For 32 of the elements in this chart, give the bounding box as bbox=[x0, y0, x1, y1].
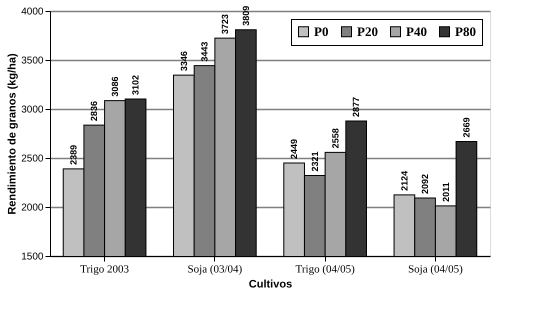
y-tick-label: 2500 bbox=[21, 154, 44, 164]
data-label: 2669 bbox=[461, 117, 472, 138]
data-label: 2011 bbox=[440, 182, 451, 202]
y-tick-label: 1500 bbox=[21, 252, 44, 262]
data-label: 3102 bbox=[130, 74, 141, 96]
y-axis-title: Rendimiento de granos (kg/ha) bbox=[6, 52, 18, 215]
data-label: 2092 bbox=[420, 174, 430, 194]
x-tick-label: Trigo 2003 bbox=[80, 264, 130, 276]
y-tick-label: 2000 bbox=[21, 202, 44, 214]
x-tick-label: Soja (03/04) bbox=[188, 264, 243, 276]
y-tick-label: 4000 bbox=[21, 6, 44, 18]
data-label: 2877 bbox=[351, 97, 362, 118]
legend-label: P20 bbox=[357, 24, 378, 39]
x-tick-label: Soja (04/05) bbox=[408, 264, 464, 276]
data-label: 2124 bbox=[399, 170, 410, 191]
legend-label: P0 bbox=[314, 24, 328, 39]
data-label: 2449 bbox=[289, 138, 300, 159]
data-label: 2321 bbox=[310, 152, 320, 172]
data-label: 2836 bbox=[89, 101, 100, 122]
legend-label: P80 bbox=[455, 24, 476, 39]
data-label: 3723 bbox=[220, 14, 230, 34]
x-tick-label: Trigo (04/05) bbox=[296, 264, 356, 276]
data-label: 3086 bbox=[110, 76, 120, 97]
data-label: 2389 bbox=[68, 144, 79, 165]
y-tick-label: 3500 bbox=[21, 56, 44, 66]
data-label: 3809 bbox=[240, 6, 251, 26]
y-tick-label: 3000 bbox=[21, 104, 44, 116]
data-label: 2558 bbox=[330, 128, 340, 148]
data-label: 3346 bbox=[178, 51, 189, 72]
legend-label: P40 bbox=[406, 24, 427, 39]
x-axis-title: Cultivos bbox=[248, 278, 292, 290]
data-label: 3443 bbox=[200, 42, 210, 62]
